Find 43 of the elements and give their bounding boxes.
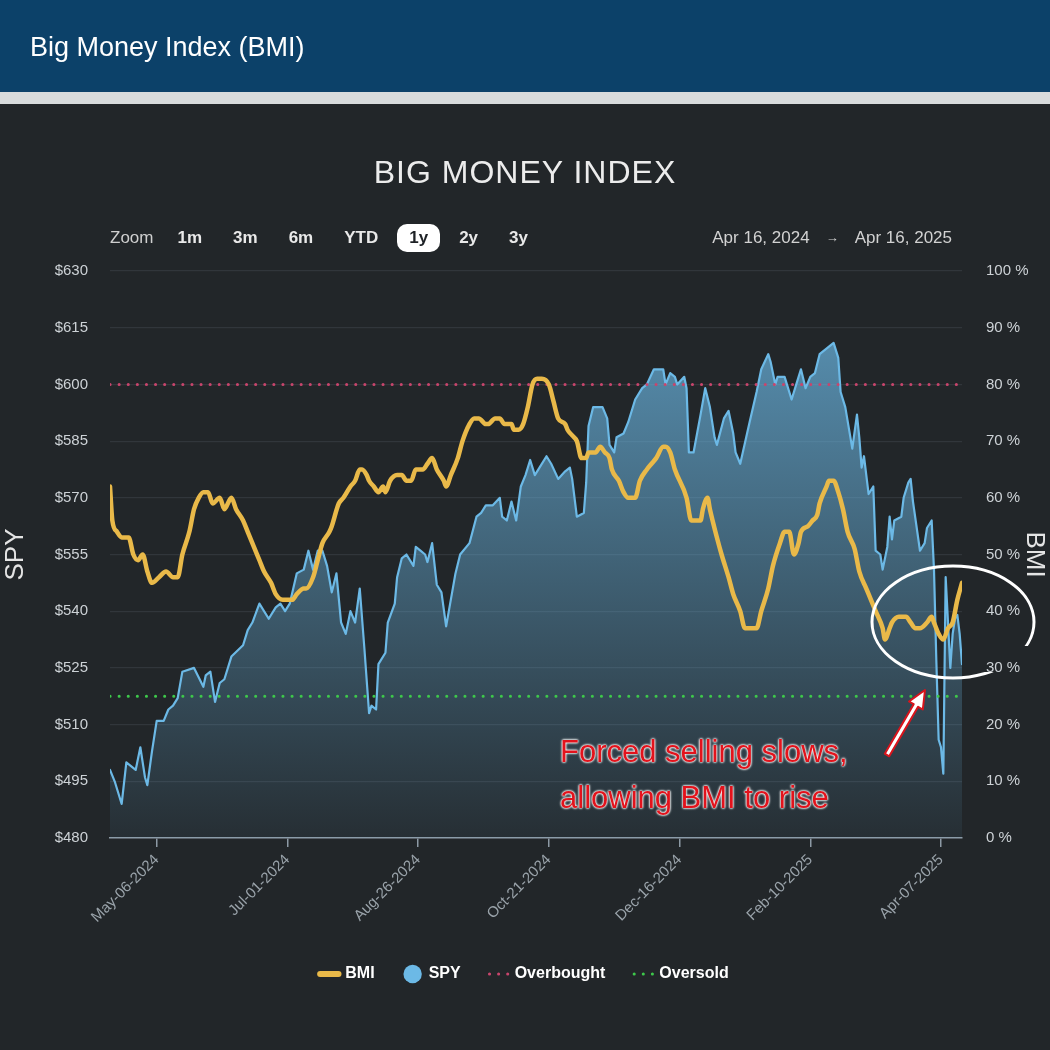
- y-tick-label: $540: [54, 601, 88, 619]
- text: 3m: [232, 227, 259, 249]
- text: Zoom: [110, 227, 154, 249]
- y2-tick-label: 100 %: [986, 261, 1029, 279]
- y2-tick-label: 90 %: [986, 317, 1021, 335]
- legend-label: BMI: [345, 964, 375, 982]
- text: Apr 16, 2024: [712, 227, 810, 249]
- y2-tick-label: 20 %: [986, 714, 1021, 732]
- legend-label: SPY: [428, 964, 461, 982]
- y2-tick-label: 50 %: [986, 544, 1021, 562]
- legend-label: Oversold: [659, 964, 729, 982]
- text: 1y: [409, 227, 429, 249]
- y-axis-title: SPY: [0, 528, 29, 581]
- y-tick-label: $555: [54, 544, 88, 562]
- text: 2y: [458, 227, 480, 249]
- y-tick-label: $615: [54, 317, 88, 335]
- y2-tick-label: 40 %: [986, 601, 1021, 619]
- y-tick-label: $480: [54, 828, 88, 846]
- y2-tick-label: 60 %: [986, 487, 1021, 505]
- chart-subtitle: BIG MONEY INDEX: [372, 153, 678, 192]
- y2-tick-label: 30 %: [986, 658, 1021, 676]
- text: Apr 16, 2025: [854, 227, 952, 249]
- y-tick-label: $525: [54, 658, 88, 676]
- y-tick-label: $510: [54, 714, 88, 732]
- text: →: [825, 229, 839, 247]
- y2-tick-label: 0 %: [986, 828, 1012, 846]
- y2-axis-title: BMI: [1021, 531, 1050, 578]
- text: 1m: [176, 227, 204, 249]
- text: 3y: [508, 227, 529, 249]
- line-series: [110, 376, 962, 642]
- legend-label: Overbought: [514, 964, 606, 982]
- y-tick-label: $630: [54, 261, 88, 279]
- y-tick-label: $600: [54, 374, 88, 392]
- y-tick-label: $585: [54, 431, 88, 449]
- text: YTD: [343, 227, 380, 249]
- y-tick-label: $570: [54, 487, 88, 505]
- annotation: Forced selling slows, allowing BMI to rise: [560, 733, 849, 817]
- text: 6m: [287, 227, 315, 249]
- y2-tick-label: 10 %: [986, 771, 1021, 789]
- y-tick-label: $495: [54, 771, 88, 789]
- chart-title: Big Money Index (BMI): [30, 31, 305, 64]
- y2-tick-label: 80 %: [986, 374, 1021, 392]
- y2-tick-label: 70 %: [986, 431, 1021, 449]
